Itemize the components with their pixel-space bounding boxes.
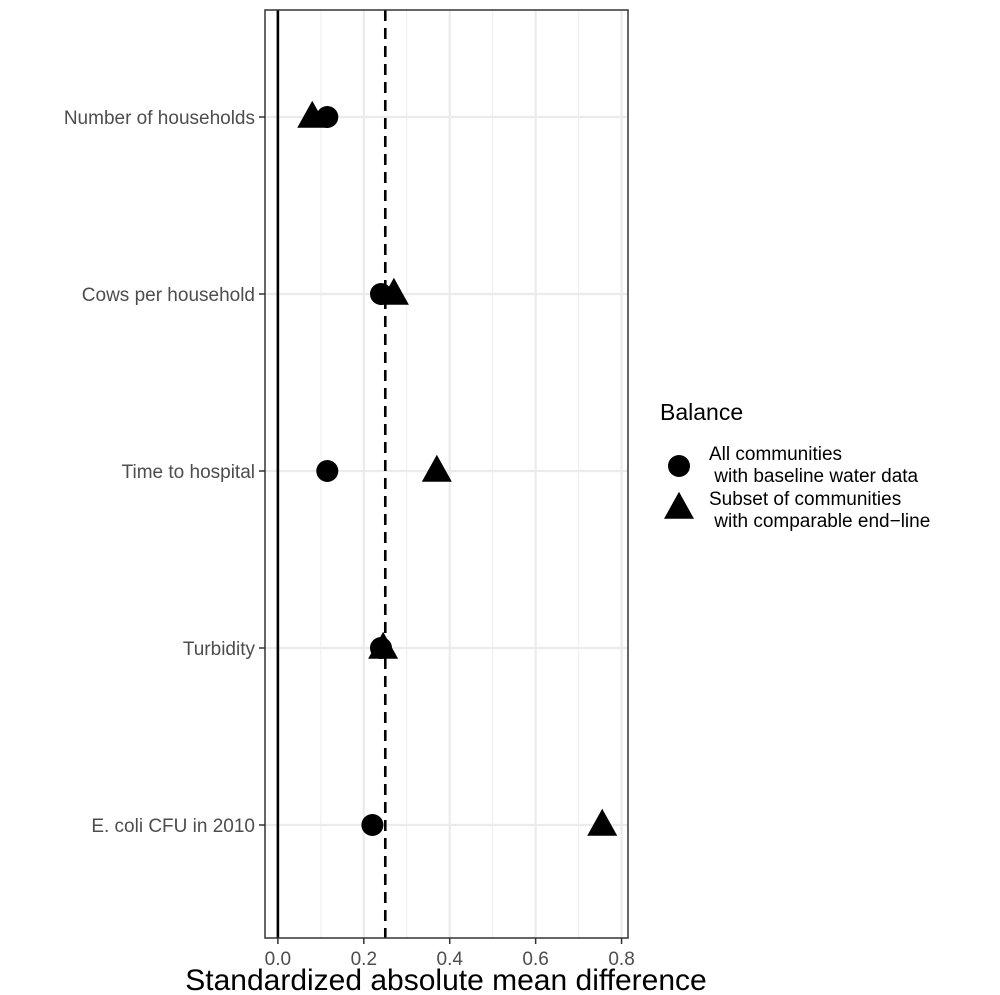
legend-label: All communities with baseline water data — [709, 444, 919, 487]
legend-key-circle — [668, 455, 690, 477]
minor-gridlines — [320, 10, 580, 938]
x-axis-title: Standardized absolute mean difference — [185, 964, 706, 995]
legend-key-triangle — [664, 491, 694, 519]
data-point-all-circle — [361, 814, 384, 836]
data-point-subset-triangle — [378, 277, 409, 305]
major-gridlines — [265, 10, 628, 938]
data-point-subset-triangle — [368, 631, 399, 659]
legend: Balance All communities with baseline wa… — [660, 399, 930, 532]
x-tick-label: 0.6 — [522, 949, 548, 970]
x-tick-label: 0.2 — [351, 949, 377, 970]
data-point-subset-triangle — [421, 454, 452, 482]
data-point-subset-triangle — [297, 100, 328, 128]
y-tick-label: Turbidity — [183, 639, 256, 660]
x-tick-label: 0.4 — [437, 949, 464, 970]
panel-border — [264, 9, 629, 939]
legend-label: Subset of communities with comparable en… — [709, 489, 930, 532]
y-tick-label: E. coli CFU in 2010 — [91, 816, 255, 837]
data-point-all-circle — [316, 460, 339, 482]
legend-title: Balance — [660, 399, 743, 425]
y-tick-label: Time to hospital — [122, 462, 255, 483]
x-tick-label: 0.0 — [265, 949, 291, 970]
data-points — [297, 100, 618, 836]
x-axis: 0.0 0.2 0.4 0.6 0.8 — [265, 938, 635, 970]
data-point-subset-triangle — [587, 808, 618, 836]
y-axis: Number of households Cows per household Ti… — [64, 108, 265, 837]
x-tick-label: 0.8 — [608, 949, 634, 970]
y-tick-label: Number of households — [64, 108, 255, 129]
reference-lines — [276, 10, 387, 938]
y-tick-label: Cows per household — [82, 285, 255, 306]
